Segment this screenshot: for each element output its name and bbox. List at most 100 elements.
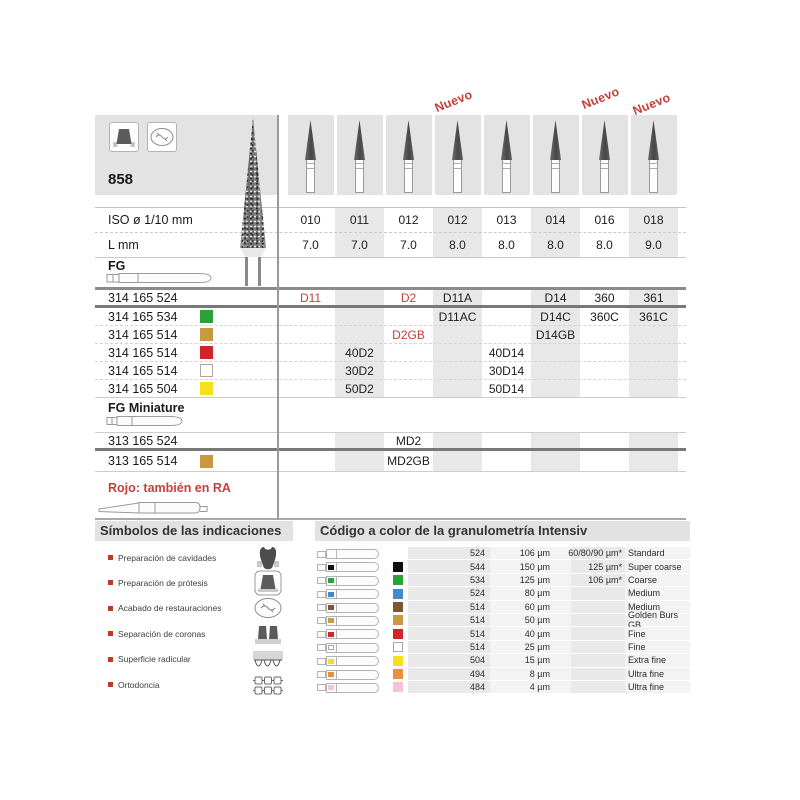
order-code: 314 165 534 bbox=[108, 309, 178, 324]
bur-ref: MD2GB bbox=[387, 454, 430, 468]
bur-shank-icon bbox=[317, 615, 379, 626]
bur-shank-icon bbox=[317, 602, 379, 613]
iso-value: 018 bbox=[643, 213, 664, 227]
grain-code: 524 bbox=[469, 548, 485, 559]
bur-ref: D11AC bbox=[438, 309, 477, 324]
grain-code: 484 bbox=[469, 682, 485, 693]
bullet-icon bbox=[108, 580, 113, 586]
grain-name: Super coarse bbox=[628, 561, 682, 572]
symbol-item: Superficie radicular bbox=[95, 647, 293, 672]
bur-ref: D14C bbox=[540, 309, 571, 324]
code-row: 314 165 504 50D2 50D14 bbox=[95, 380, 686, 398]
iso-value: 012 bbox=[447, 213, 468, 227]
granulometry-row: 544 150 µm 125 µm* Super coarse bbox=[315, 560, 690, 574]
bur-ref: 50D2 bbox=[345, 381, 374, 396]
length-value: 9.0 bbox=[645, 238, 662, 252]
bur-image-cell bbox=[630, 115, 677, 195]
order-code: 313 165 514 bbox=[108, 454, 178, 468]
length-value: 7.0 bbox=[400, 238, 417, 252]
granulometry-row: 514 60 µm Medium bbox=[315, 600, 690, 614]
ra-shank-icon bbox=[97, 498, 215, 523]
bur-ref: D11 bbox=[299, 290, 322, 305]
bur-shank-icon bbox=[317, 629, 379, 640]
symbols-list: Preparación de cavidades Preparación de … bbox=[95, 545, 293, 697]
order-code: 314 165 514 bbox=[108, 363, 178, 378]
grain-size: 4 µm bbox=[529, 682, 550, 693]
symbol-item: Ortodoncia bbox=[95, 672, 293, 697]
bur-ref: 40D14 bbox=[488, 345, 525, 360]
grain-color-swatch bbox=[393, 615, 403, 626]
bur-ref: D14 bbox=[544, 290, 567, 305]
length-value: 8.0 bbox=[547, 238, 564, 252]
orthodontics-icon bbox=[248, 672, 288, 697]
bur-ref: 361C bbox=[639, 309, 668, 324]
code-row: 313 165 524 MD2 bbox=[95, 433, 686, 451]
granulometry-row: 524 80 µm Medium bbox=[315, 587, 690, 601]
grain-note bbox=[551, 681, 622, 693]
granulometry-row: 514 25 µm Fine bbox=[315, 640, 690, 655]
bur-shank-icon bbox=[317, 656, 379, 667]
grain-size: 60 µm bbox=[524, 601, 550, 612]
symbol-item: Preparación de cavidades bbox=[95, 545, 293, 570]
bur-ref: 30D14 bbox=[488, 363, 525, 378]
symbol-label: Separación de coronas bbox=[118, 628, 206, 639]
bur-icon bbox=[452, 120, 464, 193]
grain-color-swatch bbox=[393, 642, 403, 653]
grain-name: Fine bbox=[628, 628, 646, 639]
bur-image-cell bbox=[483, 115, 530, 195]
grain-color-swatch bbox=[393, 561, 403, 572]
bur-image-cell bbox=[581, 115, 628, 195]
bur-icon bbox=[305, 120, 317, 193]
grain-code: 494 bbox=[469, 668, 485, 679]
grain-size: 15 µm bbox=[524, 655, 550, 666]
bur-icon bbox=[501, 120, 513, 193]
grain-size: 150 µm bbox=[519, 561, 550, 572]
grain-color-swatch bbox=[393, 655, 403, 666]
grain-note bbox=[551, 654, 622, 666]
bur-shank-icon bbox=[317, 562, 379, 573]
iso-value: 012 bbox=[398, 213, 419, 227]
grain-name: Fine bbox=[628, 641, 646, 652]
bur-shank-icon bbox=[317, 549, 379, 559]
grain-size: 125 µm bbox=[519, 574, 550, 585]
iso-value: 013 bbox=[496, 213, 517, 227]
order-code: 314 165 504 bbox=[108, 381, 178, 396]
granulometry-table: 524 106 µm 60/80/90 µm* Standard 544 150… bbox=[315, 547, 690, 695]
symbol-label: Superficie radicular bbox=[118, 654, 191, 665]
length-value: 7.0 bbox=[351, 238, 368, 252]
bur-image-cell bbox=[385, 115, 432, 195]
color-swatch bbox=[200, 454, 213, 468]
symbol-label: Acabado de restauraciones bbox=[118, 603, 222, 614]
symbol-label: Preparación de cavidades bbox=[118, 552, 217, 563]
granulometry-row: 504 15 µm Extra fine bbox=[315, 654, 690, 668]
length-value: 7.0 bbox=[302, 238, 319, 252]
bullet-icon bbox=[108, 631, 113, 637]
bur-icon bbox=[354, 120, 366, 193]
iso-value: 014 bbox=[545, 213, 566, 227]
restoration-finishing-icon bbox=[248, 596, 288, 621]
code-row: 314 165 524 D11 D2 D11A D14 360 361 bbox=[95, 290, 686, 308]
granulometry-row: 484 4 µm Ultra fine bbox=[315, 680, 690, 695]
grain-name: Standard bbox=[628, 548, 665, 559]
grain-note bbox=[551, 641, 622, 653]
fg-miniature-label: FG Miniature bbox=[108, 401, 185, 415]
bur-ref: 361 bbox=[643, 290, 664, 305]
nuevo-badge: Nuevo bbox=[432, 87, 475, 115]
bur-icon bbox=[550, 120, 562, 193]
bur-series-table: 858 ISO ø 1/10 mm 010 011 012 012 013 01… bbox=[95, 115, 686, 520]
bur-icon bbox=[599, 120, 611, 193]
color-swatch bbox=[200, 310, 213, 323]
grain-note: 125 µm* bbox=[588, 561, 622, 572]
fg-row: FG bbox=[95, 258, 686, 290]
grain-name: Medium bbox=[628, 601, 661, 612]
color-swatch bbox=[200, 328, 213, 341]
large-bur-photo bbox=[240, 118, 266, 286]
symbol-label: Preparación de prótesis bbox=[118, 578, 208, 589]
nuevo-badge: Nuevo bbox=[579, 84, 622, 112]
grain-note bbox=[551, 614, 622, 626]
bur-icon bbox=[648, 120, 660, 193]
order-code: 314 165 514 bbox=[108, 345, 178, 360]
grain-name: Coarse bbox=[628, 574, 658, 585]
iso-label: ISO ø 1/10 mm bbox=[108, 213, 193, 227]
nuevo-badge: Nuevo bbox=[630, 90, 673, 118]
